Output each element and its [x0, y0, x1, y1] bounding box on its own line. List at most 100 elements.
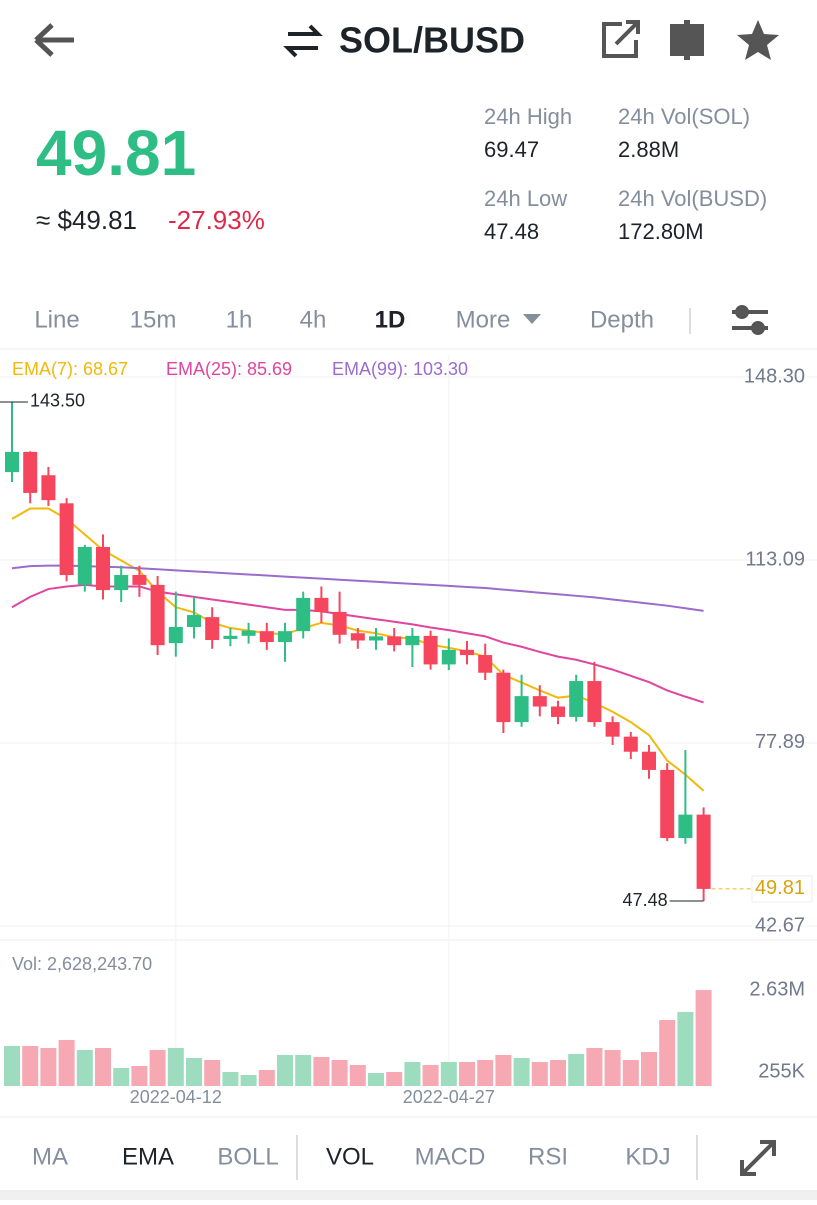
- candle-body: [96, 546, 110, 591]
- volume-bar: [40, 1047, 57, 1086]
- indicator-tab[interactable]: EMA: [122, 1143, 174, 1170]
- candle-body: [605, 722, 620, 737]
- candle-body: [241, 630, 256, 636]
- ema-line: [11, 507, 705, 792]
- volume-bar: [404, 1061, 421, 1086]
- interval-tab[interactable]: 1h: [226, 306, 253, 333]
- candle-body: [460, 649, 474, 656]
- dropdown-arrow: [523, 314, 541, 324]
- candle-body: [678, 814, 693, 839]
- interval-tab[interactable]: Line: [34, 306, 79, 333]
- interval-tab[interactable]: 1D: [375, 306, 406, 333]
- candle-body: [114, 575, 129, 591]
- volume-bar: [58, 1039, 75, 1086]
- candle-body: [223, 635, 238, 639]
- settings-icon[interactable]: [732, 305, 768, 335]
- interval-tab[interactable]: More: [456, 306, 511, 333]
- volume-bar: [513, 1057, 530, 1086]
- high-label: 143.50: [30, 391, 85, 411]
- volume-bar: [95, 1047, 111, 1086]
- volume-bar: [349, 1065, 366, 1086]
- indicator-tab[interactable]: MACD: [415, 1143, 486, 1170]
- volume-bar: [222, 1072, 239, 1086]
- volume-bar: [459, 1061, 475, 1086]
- stat-value: 172.80M: [618, 219, 704, 244]
- candle-body: [496, 672, 511, 723]
- y-tick-label: 77.89: [755, 731, 805, 753]
- price-change: -27.93%: [168, 205, 265, 235]
- indicator-tab[interactable]: BOLL: [217, 1143, 278, 1170]
- volume-bar: [331, 1059, 348, 1086]
- favorite-icon[interactable]: [737, 20, 779, 60]
- volume-bar: [149, 1049, 166, 1086]
- volume-bar: [186, 1057, 202, 1086]
- volume-bar: [258, 1070, 275, 1086]
- y-tick-label: 2.63M: [749, 978, 805, 1000]
- volume-bar: [695, 990, 712, 1086]
- candle-body: [59, 503, 74, 576]
- volume-bar: [550, 1059, 566, 1086]
- legend-entry: EMA(25): 85.69: [166, 359, 292, 379]
- candle-body: [441, 649, 456, 665]
- candle-body: [205, 617, 220, 640]
- volume-bar: [641, 1051, 657, 1086]
- candle-body: [569, 681, 584, 717]
- candle-body: [387, 636, 402, 646]
- volume-bar: [477, 1059, 494, 1086]
- candle-body: [168, 626, 183, 644]
- volume-bar: [368, 1073, 384, 1086]
- fiat-price: ≈ $49.81: [36, 205, 137, 235]
- legend-entry: EMA(7): 68.67: [12, 359, 128, 379]
- candle-body: [296, 597, 311, 632]
- volume-bar: [131, 1066, 148, 1086]
- candle-body: [41, 475, 56, 501]
- expand-icon[interactable]: [740, 1140, 776, 1176]
- volume-bar: [677, 1011, 694, 1086]
- candle-body: [478, 655, 493, 673]
- x-tick-label: 2022-04-12: [130, 1087, 222, 1107]
- volume-bar: [204, 1059, 221, 1086]
- candle-body: [423, 635, 438, 665]
- volume-bar: [76, 1049, 93, 1086]
- indicator-tab[interactable]: MA: [32, 1143, 68, 1170]
- layout-icon[interactable]: [670, 20, 704, 60]
- share-icon[interactable]: [602, 20, 640, 58]
- x-tick-label: 2022-04-27: [403, 1087, 495, 1107]
- volume-bar: [4, 1045, 20, 1086]
- indicator-tab[interactable]: VOL: [326, 1143, 374, 1170]
- interval-tab[interactable]: Depth: [590, 306, 654, 333]
- swap-icon[interactable]: [283, 24, 323, 58]
- candle-body: [350, 633, 365, 641]
- stat-value: 2.88M: [618, 137, 679, 162]
- candle-body: [314, 597, 329, 612]
- indicator-tab[interactable]: KDJ: [625, 1143, 670, 1170]
- interval-tab[interactable]: 15m: [130, 306, 177, 333]
- candle-body: [551, 706, 565, 717]
- candle-body: [696, 814, 711, 889]
- candle-body: [405, 635, 420, 646]
- interval-tab[interactable]: 4h: [300, 306, 327, 333]
- volume-bar: [659, 1019, 676, 1086]
- back-button[interactable]: [34, 23, 74, 57]
- y-tick-label: 255K: [758, 1060, 805, 1082]
- candle-body: [132, 575, 147, 585]
- candle-body: [23, 451, 38, 493]
- volume-bar: [295, 1054, 312, 1086]
- volume-bar: [422, 1065, 439, 1086]
- pair-title[interactable]: SOL/BUSD: [339, 20, 525, 61]
- volume-bar: [531, 1061, 548, 1086]
- candle-body: [332, 611, 347, 635]
- volume-bar: [586, 1047, 603, 1086]
- stat-label: 24h High: [484, 104, 572, 129]
- low-label: 47.48: [623, 890, 668, 910]
- volume-bar: [386, 1072, 403, 1086]
- candle-body: [660, 769, 675, 839]
- volume-bar: [622, 1059, 639, 1086]
- bottom-strip: [0, 1190, 817, 1200]
- indicator-tab[interactable]: RSI: [528, 1143, 568, 1170]
- volume-bar: [22, 1045, 39, 1086]
- candle-body: [623, 736, 638, 752]
- stat-label: 24h Vol(SOL): [618, 104, 750, 129]
- candle-body: [642, 751, 656, 770]
